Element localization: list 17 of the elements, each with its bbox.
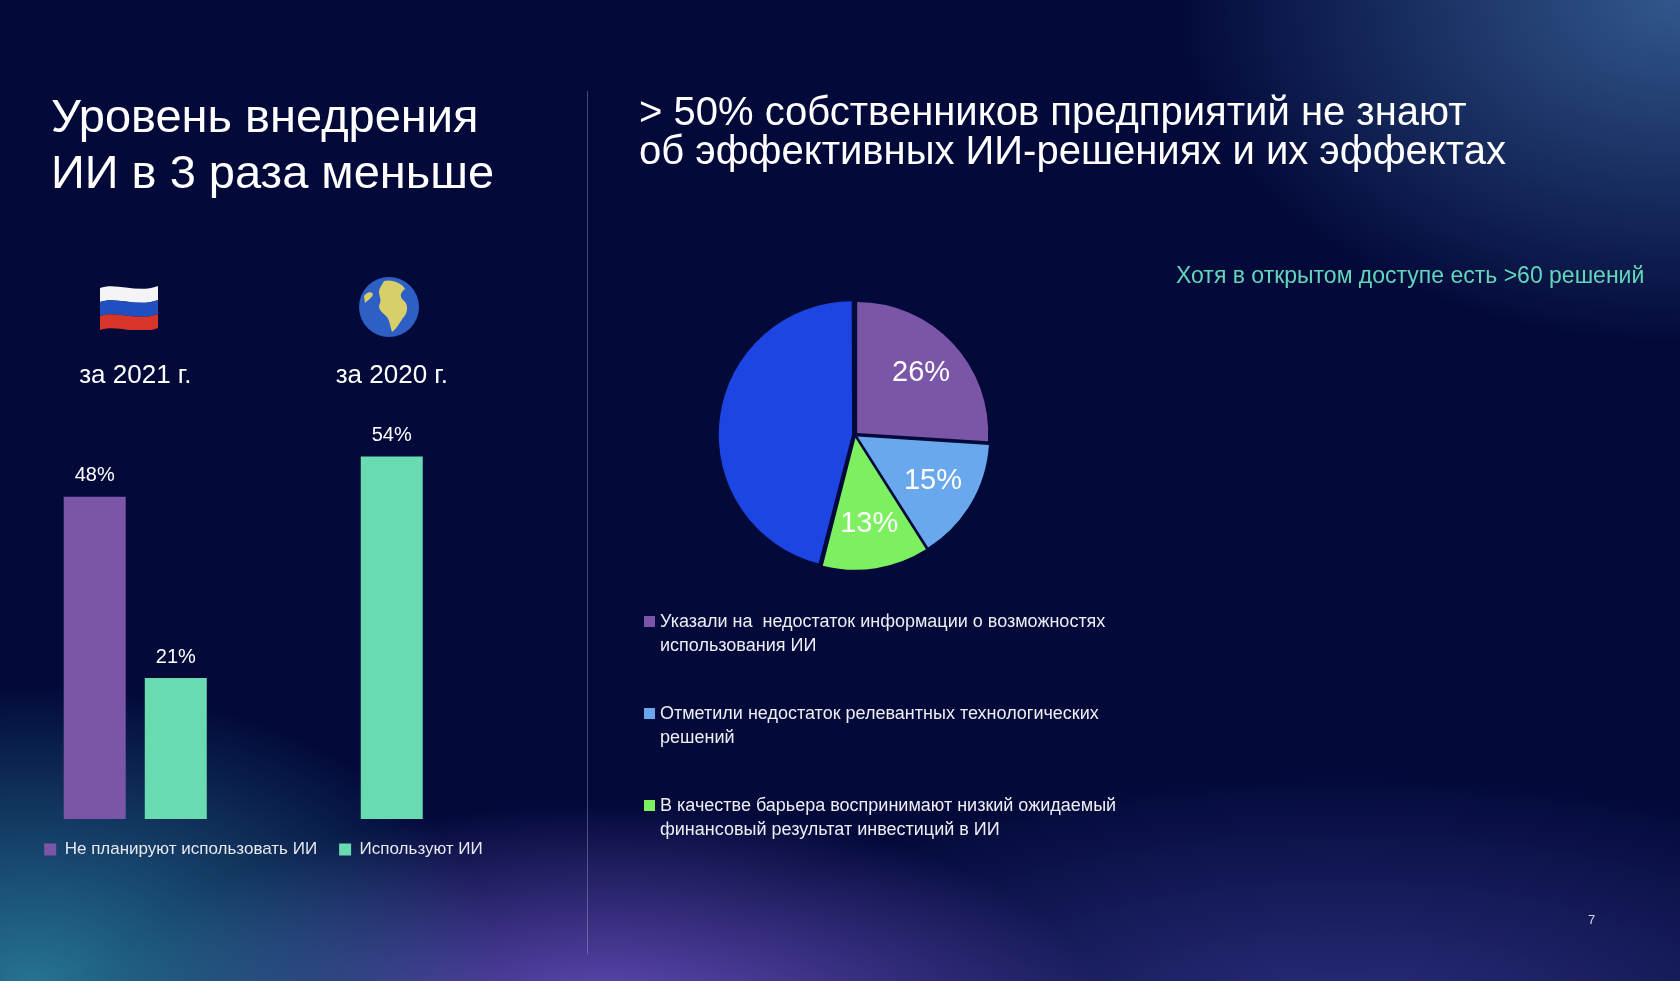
data-label: 13% bbox=[840, 506, 899, 539]
chart-title: Уровень внедрения ИИ в 3 раза меньше bbox=[51, 88, 496, 200]
text: 7 bbox=[1588, 912, 1596, 927]
legend-label: В качестве барьера воспринимают низкий ожидаемый финансовый результат инвестиций в ИИ bbox=[660, 794, 1117, 839]
data-label: 15% bbox=[903, 463, 963, 496]
data-label: 21% bbox=[155, 644, 197, 667]
legend-label: Отметили недостаток релевантных технологических решений bbox=[660, 702, 1099, 747]
legend-label: Указали на недостаток информации о возможностях использования ИИ bbox=[660, 610, 1106, 655]
data-label: 54% bbox=[371, 423, 412, 445]
data-label: 48% bbox=[74, 463, 115, 486]
x-tick-label: за 2020 г. bbox=[335, 358, 448, 389]
legend-label: Используют ИИ bbox=[359, 839, 483, 859]
text: Хотя в открытом доступе есть >60 решений bbox=[1176, 262, 1645, 289]
legend-label: Не планируют использовать ИИ bbox=[64, 839, 318, 859]
x-tick-label: за 2021 г. bbox=[79, 358, 192, 389]
data-label: 26% bbox=[892, 354, 951, 387]
chart-title: > 50% собственников предприятий не знают об эффективных ИИ-решениях и их эффектах bbox=[639, 89, 1507, 172]
